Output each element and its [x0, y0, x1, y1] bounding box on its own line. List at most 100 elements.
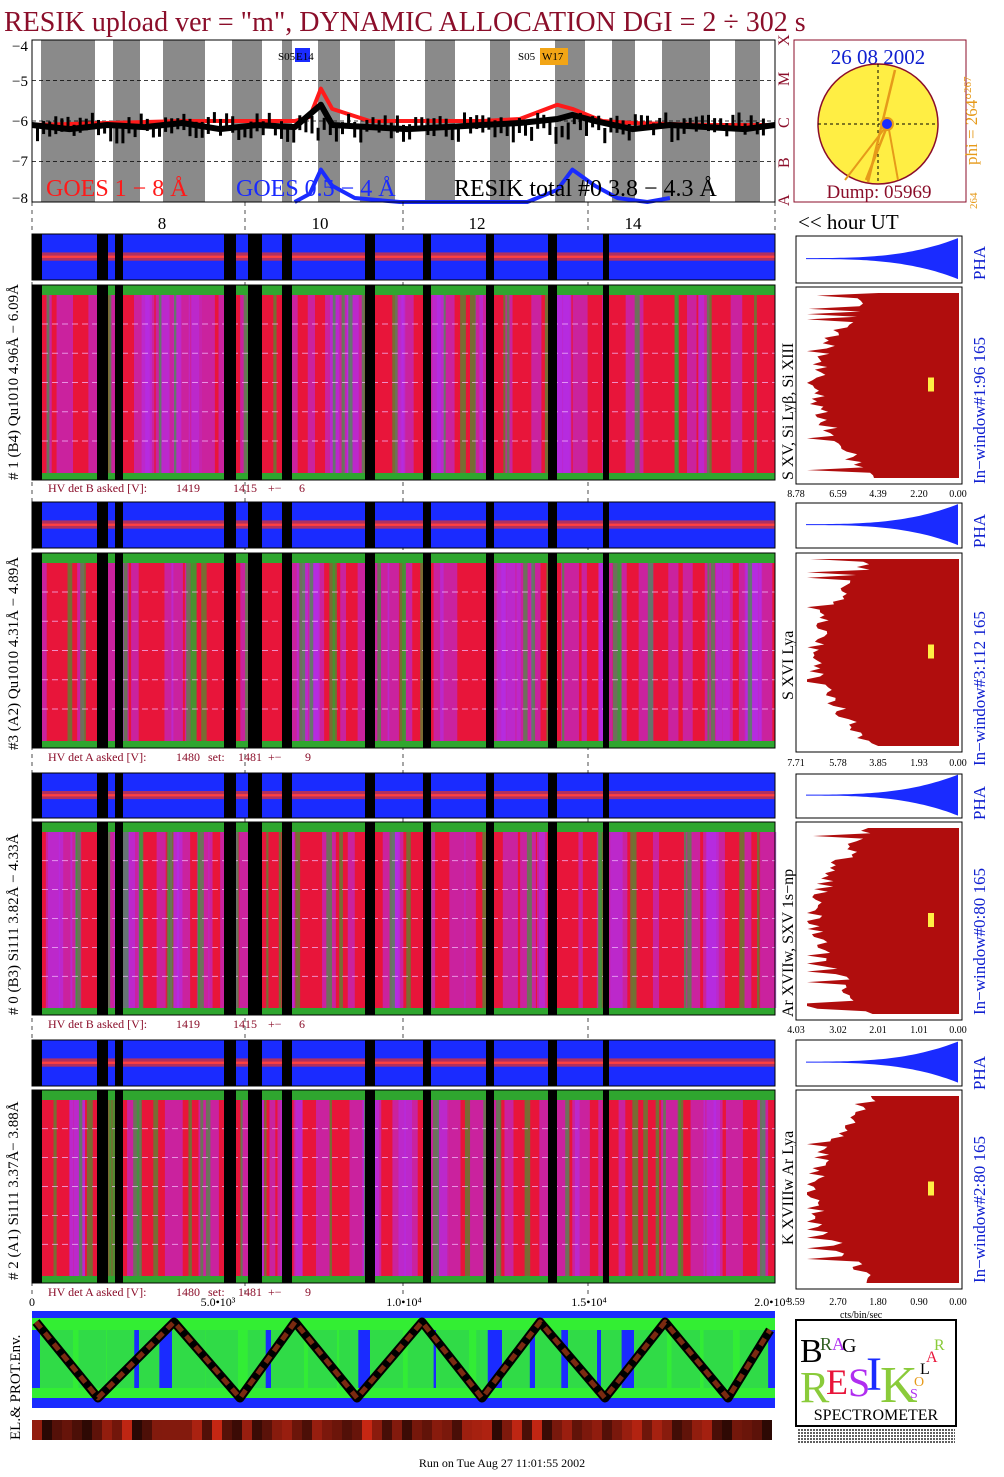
spectrogram-detector-0 [31, 821, 777, 1016]
pha-spec-profile [807, 828, 959, 1014]
detector-1-lines-label: S XV, Si Lyβ, Si XIII [780, 343, 797, 480]
env-strip-cell-49 [522, 1420, 532, 1440]
spec-green-14 [123, 563, 128, 741]
spec-violet-25 [713, 1100, 723, 1276]
spec-green-21 [630, 832, 634, 1008]
spec-green-27 [86, 1100, 93, 1276]
goes-resik-tick-31 [225, 113, 229, 131]
spec-violet-26 [209, 1100, 219, 1276]
pha-spectrum-detector-3 [795, 552, 963, 753]
spec-green-22 [677, 1100, 681, 1276]
spec-green-26 [80, 563, 86, 741]
goes-resik-tick-0 [36, 127, 39, 142]
env-strip-cell-38 [412, 1420, 422, 1440]
goes-resik-tick-82 [536, 112, 540, 129]
detector-0-hv-label: HV det B asked [V]: [48, 1017, 147, 1031]
sun-flare-spot [880, 117, 894, 131]
pha-top-profile [806, 238, 958, 280]
spec-green-23 [683, 832, 687, 1008]
spec-gap-9 [548, 553, 557, 748]
spec-green-8 [420, 563, 425, 741]
spec-green-29 [633, 832, 637, 1008]
env-strip-cell-52 [552, 1420, 562, 1440]
goes-resik-tick-76 [499, 117, 503, 134]
env-strip-cell-22 [252, 1420, 262, 1440]
spec-green-15 [109, 1100, 115, 1276]
strip-gap-1 [97, 502, 108, 548]
pha-top-profile [806, 1041, 958, 1083]
strip-gap-3 [224, 1040, 236, 1086]
goes-resik-tick-106 [682, 118, 686, 134]
strip-gap-7 [423, 234, 431, 280]
goes-resik-tick-25 [188, 118, 192, 137]
spec-green-21 [531, 563, 536, 741]
flare-tag-e14: E14 [296, 51, 314, 63]
env-strip-cell-23 [262, 1420, 272, 1440]
detector-0-pha-xticks: 4.03 3.02 2.01 1.01 0.00 [787, 1025, 967, 1036]
goes-resik-tick-80 [524, 122, 527, 136]
detector-2-hv-pm: +− [268, 1285, 282, 1299]
goes-resik-tick-69 [456, 126, 460, 142]
spec-gap-5 [282, 285, 292, 480]
goes-resik-tick-79 [517, 118, 521, 133]
goes-resik-tick-55 [371, 117, 375, 129]
spec-violet-22 [437, 1100, 450, 1276]
spec-green-16 [747, 563, 753, 741]
env-strip-cell-26 [292, 1420, 302, 1440]
detector-3-pha-xtick-0: 7.71 [787, 758, 805, 769]
flare-tag-s05-a: S05 [278, 51, 296, 63]
spec-violet-19 [70, 832, 76, 1008]
bottom-axis: 0 5.0•10³ 1.0•10⁴ 1.5•10⁴ 2.0•10⁴ cts/bi… [29, 1295, 883, 1321]
detector-2-pha-xtick-1: 2.70 [829, 1297, 847, 1308]
spec-violet-37 [344, 295, 349, 473]
spec-green-6 [678, 1100, 684, 1276]
goes-resik-tick-85 [554, 126, 558, 144]
spec-green-9 [389, 832, 395, 1008]
spec-violet-34 [572, 295, 588, 473]
spec-green-8 [105, 1100, 112, 1276]
goes-resik-tick-33 [237, 125, 241, 140]
logo-letter-a2: A [926, 1349, 938, 1366]
spec-violet-41 [738, 563, 749, 741]
spec-violet-45 [269, 1100, 276, 1276]
goes-resik-tick-62 [414, 117, 418, 129]
spec-violet-45 [398, 295, 404, 473]
env-strip-cell-70 [732, 1420, 742, 1440]
strip-gap-5 [282, 502, 292, 548]
pha-spec-profile [807, 1096, 959, 1283]
sun-phi-sup: 267 [962, 76, 974, 93]
detector-0-window-count: 80 165 [970, 868, 989, 915]
spec-violet-14 [682, 563, 693, 741]
strip-gap-5 [282, 773, 292, 818]
spec-green-15 [191, 563, 197, 741]
strip-line [32, 523, 775, 526]
detector-2-window-label: In−window#2: [970, 1183, 989, 1283]
spec-frame [31, 284, 776, 481]
goes-resik-tick-11 [103, 122, 107, 134]
detector-3-hv-delta: 9 [305, 750, 311, 764]
strip-gap-1 [97, 773, 108, 818]
spec-green-24 [174, 295, 177, 473]
bragg-resik-logo: B R A G R E S I K S O L A R SPECTROMETER [795, 1319, 957, 1443]
spec-green-8 [197, 832, 204, 1008]
goes-resik-tick-101 [652, 123, 656, 136]
strip-gap-4 [248, 502, 262, 548]
strip-frame [31, 1039, 776, 1087]
spec-green-27 [674, 295, 678, 473]
logo-letter-a1: A [832, 1334, 845, 1354]
spec-green-21 [759, 1100, 766, 1276]
detector-0-pha-xtick-3: 1.01 [910, 1025, 928, 1036]
strip-frame [31, 233, 776, 281]
env-strip-cell-42 [452, 1420, 462, 1440]
detector-3-pha-xtick-4: 0.00 [949, 758, 967, 769]
pha-spectrum-detector-0 [795, 821, 963, 1021]
sun-dump: Dump: 05969 [826, 182, 931, 203]
spec-green-2 [133, 1100, 140, 1276]
env-strip-cell-30 [332, 1420, 342, 1440]
sun-phi-label: phi = 264° [962, 93, 981, 165]
goes-ytick-3: −7 [12, 154, 28, 170]
spec-violet-42 [561, 563, 579, 741]
detector-0-hv: HV det B asked [V]: 1419 1415 +− 6 [48, 1017, 305, 1031]
spec-violet-27 [504, 1100, 514, 1276]
spec-violet-28 [133, 295, 150, 473]
